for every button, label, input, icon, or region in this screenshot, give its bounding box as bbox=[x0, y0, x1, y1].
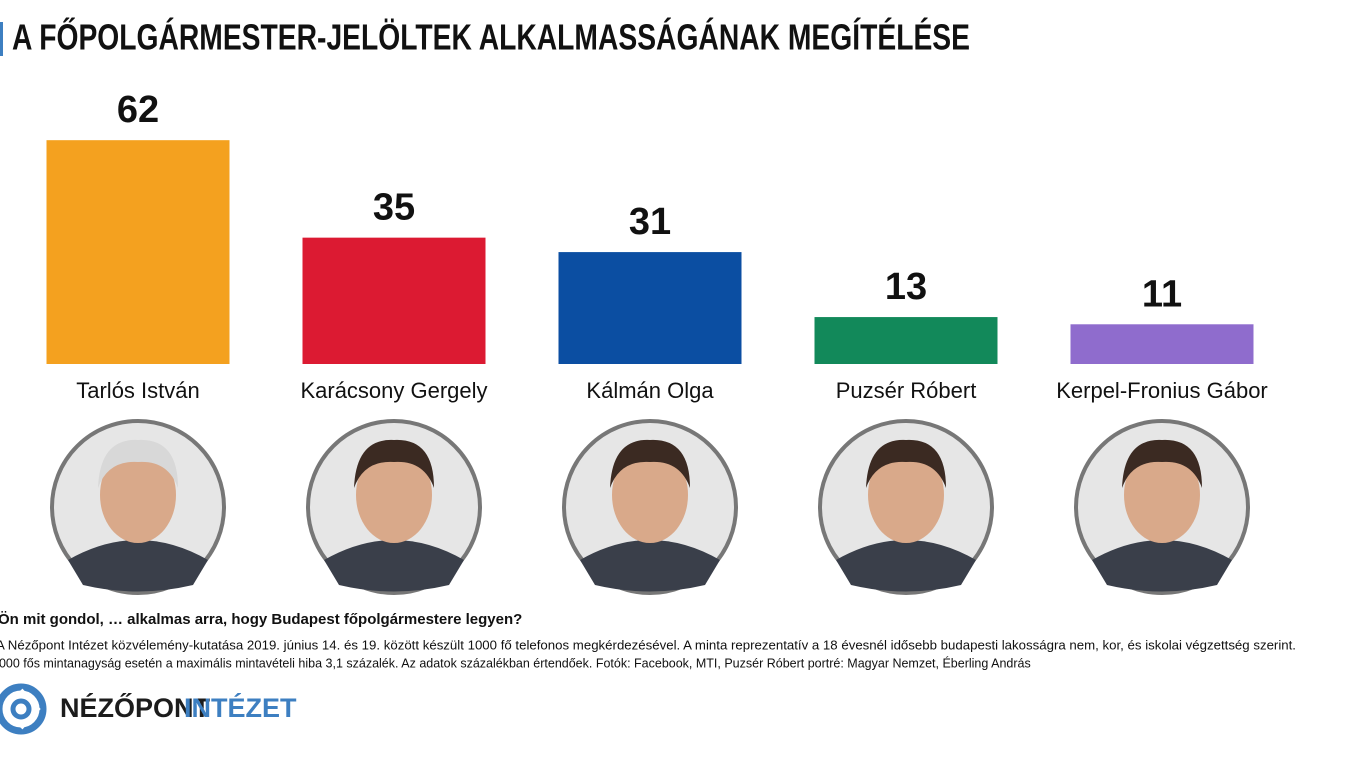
portrait-head bbox=[100, 447, 176, 543]
footnote: 1000 fős mintanagyság esetén a maximális… bbox=[0, 655, 1031, 670]
category-label: Tarlós István bbox=[76, 378, 200, 403]
footnote: A Nézőpont Intézet közvélemény-kutatása … bbox=[0, 638, 1296, 652]
portrait-hair bbox=[354, 439, 434, 488]
logo-name: NÉZŐPONT bbox=[60, 692, 211, 723]
portrait-head bbox=[1124, 447, 1200, 543]
bar bbox=[1070, 324, 1254, 364]
category-label: Kálmán Olga bbox=[586, 378, 714, 403]
bar bbox=[302, 237, 486, 364]
portrait-shoulders bbox=[580, 540, 720, 592]
logo-arrow bbox=[19, 688, 41, 730]
logo-suffix: INTÉZET bbox=[184, 692, 297, 723]
portrait-hair bbox=[610, 439, 690, 488]
portrait-head bbox=[356, 447, 432, 543]
portrait-hair bbox=[866, 439, 946, 488]
portrait-head bbox=[612, 447, 688, 543]
portrait-hair bbox=[98, 439, 178, 488]
logo-ring bbox=[0, 683, 47, 735]
category-label: Kerpel-Fronius Gábor bbox=[1056, 378, 1268, 403]
logo: NÉZŐPONT INTÉZET bbox=[0, 683, 297, 735]
chart-title: A FŐPOLGÁRMESTER-JELÖLTEK ALKALMASSÁGÁNA… bbox=[12, 16, 970, 58]
portrait-hair bbox=[1122, 439, 1202, 488]
bar bbox=[46, 140, 230, 364]
logo-core bbox=[10, 698, 32, 720]
value-label: 35 bbox=[373, 187, 415, 229]
title-marker bbox=[0, 22, 3, 56]
portrait-shoulders bbox=[324, 540, 464, 592]
value-label: 11 bbox=[1142, 273, 1182, 315]
value-label: 62 bbox=[117, 89, 159, 131]
value-label: 13 bbox=[885, 266, 927, 308]
portrait-shoulders bbox=[68, 540, 208, 592]
portrait-shoulders bbox=[836, 540, 976, 592]
bar bbox=[558, 252, 742, 364]
category-label: Karácsony Gergely bbox=[300, 378, 487, 403]
value-label: 31 bbox=[629, 201, 671, 243]
portrait-head bbox=[868, 447, 944, 543]
question: Ön mit gondol, … alkalmas arra, hogy Bud… bbox=[0, 611, 522, 628]
bar bbox=[814, 317, 998, 364]
portrait-shoulders bbox=[1092, 540, 1232, 592]
category-label: Puzsér Róbert bbox=[836, 378, 977, 403]
